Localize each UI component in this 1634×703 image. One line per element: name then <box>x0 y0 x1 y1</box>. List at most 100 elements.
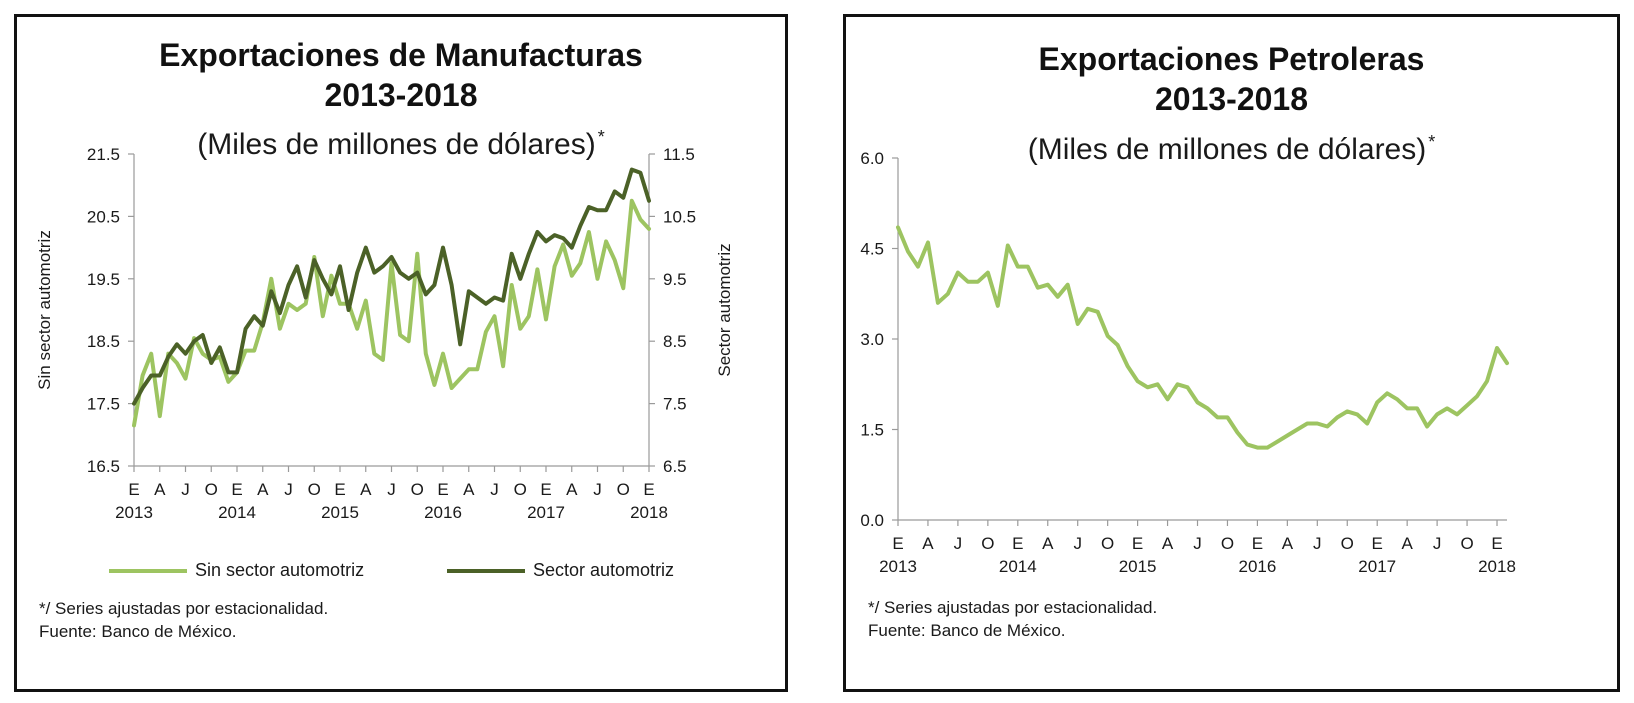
chart-title-line2: 2013-2018 <box>1154 81 1309 117</box>
x-tick-label-month: A <box>463 480 475 499</box>
y-tick-label-left: 6.0 <box>860 149 884 168</box>
x-tick-label-month: E <box>128 480 139 499</box>
chart-title-line1: Exportaciones de Manufacturas <box>159 37 643 73</box>
x-tick-label-year: 2016 <box>1238 557 1276 576</box>
legend-label-sector: Sector automotriz <box>533 560 675 580</box>
x-tick-label-month: O <box>205 480 218 499</box>
x-tick-label-month: J <box>387 480 396 499</box>
x-tick-label-month: E <box>1132 534 1143 553</box>
x-tick-label-month: E <box>1372 534 1383 553</box>
y-tick-label-left: 17.5 <box>87 395 120 414</box>
subtitle-text: (Miles de millones de dólares) <box>1027 133 1427 166</box>
x-tick-label-month: O <box>1341 534 1354 553</box>
x-tick-label-month: E <box>231 480 242 499</box>
series-line-1 <box>896 225 1509 450</box>
x-tick-label-month: O <box>617 480 630 499</box>
series-line-2 <box>132 167 651 406</box>
x-tick-label-month: J <box>1313 534 1322 553</box>
x-tick-label-month: A <box>1162 534 1174 553</box>
x-tick-label-month: J <box>954 534 963 553</box>
x-tick-label-month: J <box>1073 534 1082 553</box>
y-tick-label-left: 20.5 <box>87 207 120 226</box>
chart-title-line2: 2013-2018 <box>324 77 478 113</box>
chart-title-line1: Exportaciones Petroleras <box>1038 41 1425 77</box>
x-tick-label-month: A <box>1042 534 1054 553</box>
legend-swatch-light-green <box>109 568 187 573</box>
y-tick-label-left: 4.5 <box>860 240 884 259</box>
y-tick-label-right: 11.5 <box>663 145 695 164</box>
legend-swatch-dark-green <box>447 568 525 573</box>
x-tick-label-month: E <box>334 480 345 499</box>
footnote: */ Series ajustadas por estacionalidad. <box>868 598 1158 617</box>
x-tick-label-year: 2016 <box>424 503 462 522</box>
x-tick-label-month: A <box>154 480 166 499</box>
manufacturing-exports-chart: 16.5 17.5 18.5 19.5 20.5 21.5 6.5 7.5 8.5 9.5 10.5… <box>35 145 734 522</box>
x-tick-label-month: J <box>1193 534 1202 553</box>
x-tick-label-month: E <box>1012 534 1023 553</box>
x-tick-label-month: O <box>981 534 994 553</box>
y-tick-label-left: 1.5 <box>860 421 884 440</box>
x-tick-label-month: J <box>181 480 190 499</box>
y-tick-label-left: 16.5 <box>87 457 120 476</box>
x-tick-label-month: O <box>308 480 321 499</box>
x-tick-label-month: A <box>360 480 372 499</box>
y-tick-label-right: 7.5 <box>663 395 687 414</box>
oil-exports-chart: 0.01.53.04.56.0E A J O E A J O E A J O E A J O E A J O E2013… <box>860 149 1516 576</box>
x-tick-label-month: O <box>514 480 527 499</box>
x-tick-label-month: J <box>1433 534 1442 553</box>
x-tick-label-month: E <box>1252 534 1263 553</box>
y-axis-title-right: Sector automotriz <box>715 243 734 376</box>
subtitle-mark: * <box>597 127 605 147</box>
x-tick-label-month: A <box>1282 534 1294 553</box>
x-tick-label-year: 2018 <box>630 503 668 522</box>
x-tick-label-month: O <box>1101 534 1114 553</box>
x-tick-label-month: E <box>892 534 903 553</box>
x-tick-label-month: O <box>1221 534 1234 553</box>
x-tick-label-month: A <box>1401 534 1413 553</box>
legend-label-sin-sector: Sin sector automotriz <box>195 560 365 580</box>
x-tick-label-month: A <box>566 480 578 499</box>
y-tick-label-right: 10.5 <box>663 207 696 226</box>
y-axis-title-left: Sin sector automotriz <box>35 230 54 390</box>
source-note: Fuente: Banco de México. <box>868 621 1066 640</box>
y-tick-label-left: 19.5 <box>87 270 120 289</box>
x-tick-label-month: E <box>540 480 551 499</box>
x-tick-label-month: E <box>437 480 448 499</box>
y-tick-label-left: 18.5 <box>87 332 120 351</box>
legend-item-sector: Sector automotriz <box>447 560 674 581</box>
x-tick-label-year: 2017 <box>527 503 565 522</box>
x-tick-label-month: A <box>922 534 934 553</box>
x-tick-label-year: 2015 <box>321 503 359 522</box>
x-tick-label-month: J <box>284 480 293 499</box>
x-tick-label-year: 2017 <box>1358 557 1396 576</box>
x-tick-label-month: J <box>490 480 499 499</box>
y-tick-label-left: 3.0 <box>860 330 884 349</box>
source-note: Fuente: Banco de México. <box>39 622 237 641</box>
x-tick-label-year: 2018 <box>1478 557 1516 576</box>
y-tick-label-left: 21.5 <box>87 145 120 164</box>
series-line-1 <box>132 198 651 428</box>
x-tick-label-year: 2013 <box>115 503 153 522</box>
x-tick-label-month: J <box>593 480 602 499</box>
subtitle-text: (Miles de millones de dólares) <box>197 128 596 161</box>
x-tick-label-year: 2014 <box>218 503 256 522</box>
footnote: */ Series ajustadas por estacionalidad. <box>39 599 329 618</box>
chart-subtitle: (Miles de millones de dólares) * <box>846 123 1617 169</box>
y-tick-label-right: 9.5 <box>663 270 687 289</box>
manufacturing-exports-panel: Exportaciones de Manufacturas 2013-2018 … <box>14 14 788 692</box>
legend-item-sin-sector: Sin sector automotriz <box>109 560 364 581</box>
y-tick-label-right: 8.5 <box>663 332 687 351</box>
oil-exports-panel: Exportaciones Petroleras 2013-2018 (Mile… <box>843 14 1620 692</box>
y-tick-label-right: 6.5 <box>663 457 687 476</box>
subtitle-mark: * <box>1428 132 1436 152</box>
x-tick-label-year: 2015 <box>1119 557 1157 576</box>
x-tick-label-year: 2013 <box>879 557 917 576</box>
chart-subtitle: (Miles de millones de dólares) * <box>17 118 785 164</box>
x-tick-label-year: 2014 <box>999 557 1037 576</box>
x-tick-label-month: A <box>257 480 269 499</box>
x-tick-label-month: O <box>411 480 424 499</box>
x-tick-label-month: E <box>1491 534 1502 553</box>
y-tick-label-left: 0.0 <box>860 511 884 530</box>
x-tick-label-month: O <box>1460 534 1473 553</box>
x-tick-label-month: E <box>643 480 654 499</box>
